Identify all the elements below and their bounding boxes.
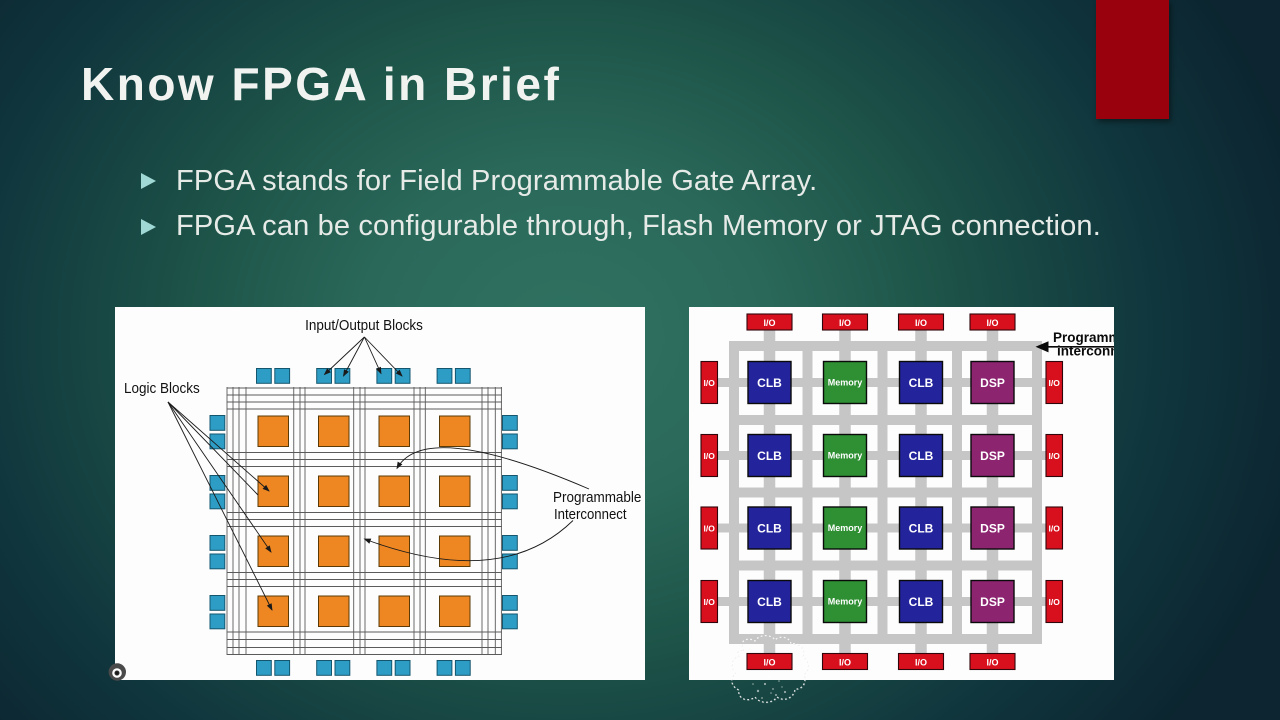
svg-text:I/O: I/O [763, 318, 775, 328]
svg-text:CLB: CLB [757, 376, 782, 390]
svg-text:CLB: CLB [757, 449, 782, 463]
svg-text:DSP: DSP [980, 521, 1005, 535]
svg-text:I/O: I/O [915, 318, 927, 328]
svg-text:DSP: DSP [980, 595, 1005, 609]
svg-text:Memory: Memory [828, 597, 863, 607]
svg-text:CLB: CLB [909, 376, 934, 390]
svg-text:I/O: I/O [704, 524, 716, 534]
svg-text:Memory: Memory [828, 451, 863, 461]
svg-text:I/O: I/O [704, 451, 716, 461]
svg-text:Programmable: Programmable [553, 489, 641, 506]
svg-text:DSP: DSP [980, 449, 1005, 463]
svg-text:I/O: I/O [1049, 451, 1061, 461]
svg-text:I/O: I/O [704, 597, 716, 607]
svg-text:Memory: Memory [828, 378, 863, 388]
svg-text:CLB: CLB [909, 521, 934, 535]
svg-text:Interconnect: Interconnect [554, 505, 627, 522]
svg-text:Input/Output Blocks: Input/Output Blocks [305, 317, 423, 334]
svg-text:I/O: I/O [839, 657, 851, 667]
svg-text:I/O: I/O [839, 318, 851, 328]
svg-text:CLB: CLB [909, 595, 934, 609]
svg-text:I/O: I/O [986, 657, 998, 667]
svg-text:Memory: Memory [828, 523, 863, 533]
svg-text:CLB: CLB [757, 521, 782, 535]
svg-text:interconnect: interconnect [1057, 344, 1114, 359]
svg-text:DSP: DSP [980, 376, 1005, 390]
svg-text:I/O: I/O [986, 318, 998, 328]
svg-text:Logic Blocks: Logic Blocks [124, 380, 200, 397]
svg-text:CLB: CLB [757, 595, 782, 609]
svg-text:I/O: I/O [704, 378, 716, 388]
svg-text:I/O: I/O [1049, 378, 1061, 388]
svg-text:I/O: I/O [763, 657, 775, 667]
svg-text:I/O: I/O [1049, 524, 1061, 534]
svg-text:CLB: CLB [909, 449, 934, 463]
svg-text:I/O: I/O [915, 657, 927, 667]
svg-text:I/O: I/O [1049, 597, 1061, 607]
svg-text:Programmable: Programmable [1053, 330, 1114, 345]
